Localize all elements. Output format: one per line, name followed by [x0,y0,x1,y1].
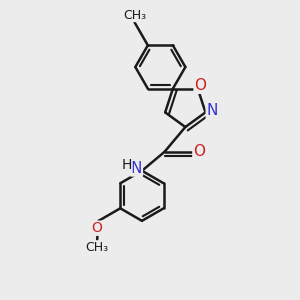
Text: CH₃: CH₃ [123,8,146,22]
Text: N: N [131,161,142,176]
Text: CH₃: CH₃ [85,241,109,254]
Text: N: N [206,103,218,118]
Text: O: O [92,221,103,235]
Text: H: H [122,158,132,172]
Text: O: O [193,144,205,159]
Text: O: O [194,78,206,93]
